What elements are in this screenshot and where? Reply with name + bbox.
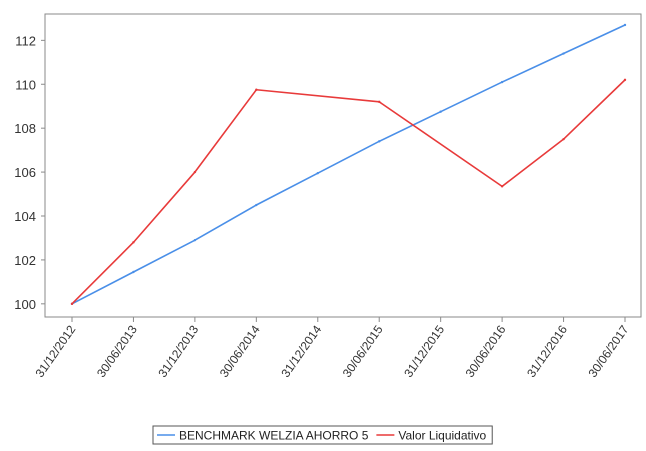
legend-item-1: BENCHMARK WELZIA AHORRO 5 (157, 429, 369, 443)
y-tick-label: 108 (14, 121, 36, 136)
data-point (255, 203, 258, 207)
data-point (562, 137, 565, 141)
series-line-2 (71, 79, 626, 305)
data-point (255, 88, 258, 91)
data-point (193, 238, 197, 242)
legend-label: Valor Liquidativo (398, 429, 486, 443)
data-point (193, 170, 197, 174)
legend-label: BENCHMARK WELZIA AHORRO 5 (179, 429, 369, 443)
data-point (316, 171, 319, 175)
x-axis: 31/12/2012 30/06/2013 31/12/2013 30/06/2014… (33, 317, 632, 380)
series-layer (70, 23, 627, 306)
x-tick-label: 30/06/2017 (586, 322, 632, 379)
data-point (378, 100, 381, 104)
legend: BENCHMARK WELZIA AHORRO 5 Valor Liquidati… (152, 425, 493, 445)
data-point (439, 110, 442, 113)
y-tick-label: 106 (14, 165, 36, 180)
data-point (500, 80, 504, 84)
legend-item-2: Valor Liquidativo (376, 429, 487, 443)
legend-box (152, 425, 493, 445)
x-tick-label: 30/06/2014 (217, 322, 263, 379)
x-tick-label: 30/06/2013 (94, 322, 140, 379)
data-point (623, 78, 627, 82)
y-tick-label: 110 (15, 77, 36, 92)
x-tick-label: 31/12/2014 (278, 322, 324, 379)
x-tick-label: 31/12/2012 (33, 322, 79, 379)
x-tick-label: 30/06/2015 (340, 322, 386, 379)
data-point (132, 241, 135, 244)
x-tick-label: 30/06/2016 (463, 322, 509, 379)
y-tick-label: 100 (14, 297, 36, 312)
data-point (70, 302, 74, 306)
series-line-1 (71, 24, 626, 305)
x-tick-label: 31/12/2015 (401, 322, 447, 379)
data-point (132, 270, 135, 274)
y-tick-label: 104 (14, 209, 36, 224)
data-point (378, 140, 381, 143)
data-point (562, 52, 565, 55)
x-tick-label: 31/12/2016 (524, 322, 570, 379)
y-tick-label: 112 (15, 33, 36, 48)
x-tick-label: 31/12/2013 (155, 322, 201, 379)
data-point (623, 23, 627, 27)
data-point (500, 185, 504, 188)
y-axis: 100 102 104 106 108 110 112 (14, 33, 45, 312)
y-tick-label: 102 (14, 253, 36, 268)
